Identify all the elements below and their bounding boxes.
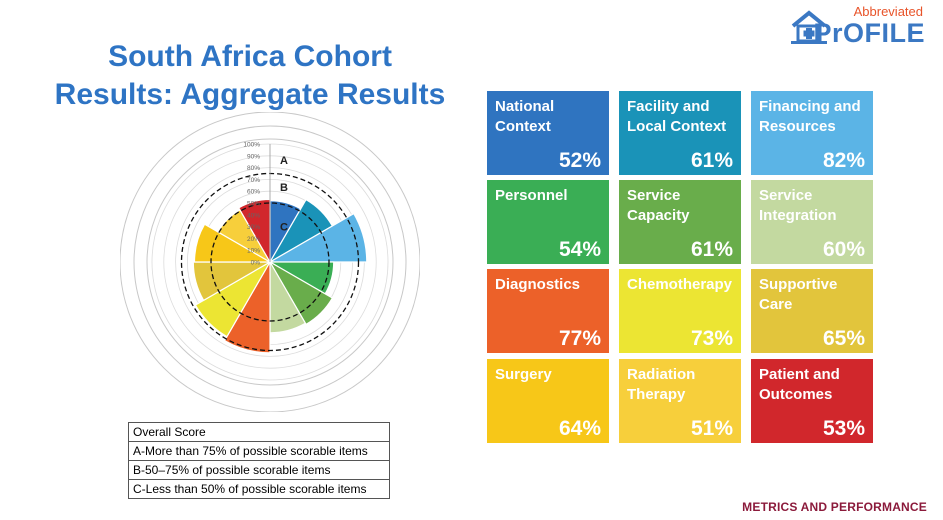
wedge-service-capacity: [268, 260, 334, 326]
polar-area-chart: 100% 90% 80% 70% 60% 50% 40% 30% 20% 10% 0% A B C: [120, 112, 420, 412]
wedge-chemotherapy: [194, 260, 272, 338]
chart-wedges: [192, 198, 368, 354]
chart-thresholds: [180, 144, 360, 352]
tick-label: 40%: [247, 212, 260, 219]
zone-label-a: A: [280, 155, 288, 167]
profile-logo: Abbreviated PrOFILE: [781, 4, 931, 48]
tile-value: 61%: [690, 238, 733, 261]
tile-label: Chemotherapy: [627, 276, 733, 293]
threshold-ring: [210, 202, 330, 322]
wedge-surgery: [193, 223, 273, 263]
wedge-diagnostics: [223, 259, 271, 354]
tile-financing-resources: Financing and Resources 82%: [751, 91, 873, 175]
tick-label: 20%: [247, 236, 260, 243]
tile-chemotherapy: Chemotherapy 73%: [619, 269, 741, 353]
tile-value: 73%: [690, 327, 733, 350]
tile-label: Diagnostics: [495, 276, 581, 293]
chart-tick-labels: 100% 90% 80% 70% 60% 50% 40% 30% 20% 10% 0%: [243, 142, 260, 267]
legend-row-b: B-50–75% of possible scorable items: [128, 460, 390, 480]
tile-personnel: Personnel 54%: [487, 180, 609, 264]
tile-label: Service Capacity: [627, 187, 690, 224]
tick-label: 0%: [251, 260, 261, 267]
footer-label: METRICS AND PERFORMANCE: [742, 500, 927, 514]
tile-value: 65%: [822, 327, 865, 350]
tile-value: 60%: [822, 238, 865, 261]
tile-label: Supportive Care: [759, 276, 838, 313]
tile-label: Patient and Outcomes: [759, 366, 840, 403]
legend-row-a: A-More than 75% of possible scorable ite…: [128, 441, 390, 461]
chart-zone-labels: A B C: [280, 155, 288, 234]
legend-header: Overall Score: [128, 422, 390, 442]
tile-radiation-therapy: Radiation Therapy 51%: [619, 359, 741, 443]
tile-value: 61%: [690, 149, 733, 172]
tick-label: 50%: [247, 201, 260, 208]
tile-label: Personnel: [495, 187, 568, 204]
tile-diagnostics: Diagnostics 77%: [487, 269, 609, 353]
tile-label: Surgery: [495, 366, 552, 383]
tick-label: 60%: [247, 189, 260, 196]
tile-supportive-care: Supportive Care 65%: [751, 269, 873, 353]
house-cross-icon: [791, 10, 827, 44]
outer-ring: [146, 138, 394, 386]
title-line-2: Results: Aggregate Results: [54, 78, 446, 111]
wedge-supportive-care: [192, 261, 273, 302]
tile-value: 64%: [558, 417, 601, 440]
tile-value: 51%: [690, 417, 733, 440]
tile-surgery: Surgery 64%: [487, 359, 609, 443]
tile-label: Radiation Therapy: [627, 366, 696, 403]
title-line-1: South Africa Cohort: [108, 40, 392, 73]
tile-value: 53%: [822, 417, 865, 440]
page-title: South Africa Cohort Results: Aggregate R…: [40, 38, 460, 114]
tick-label: 30%: [247, 224, 260, 231]
tick-label: 100%: [243, 142, 260, 149]
logo-word: PrOFILE: [813, 18, 925, 48]
tile-service-capacity: Service Capacity 61%: [619, 180, 741, 264]
legend-row-c: C-Less than 50% of possible scorable ite…: [128, 479, 390, 499]
tile-value: 82%: [822, 149, 865, 172]
tile-national-context: National Context 52%: [487, 91, 609, 175]
outer-ring: [133, 125, 407, 399]
tile-value: 54%: [558, 238, 601, 261]
tile-patient-outcomes: Patient and Outcomes 53%: [751, 359, 873, 443]
tile-label: Facility and Local Context: [627, 98, 727, 135]
tile-value: 52%: [558, 149, 601, 172]
zone-label-b: B: [280, 182, 288, 194]
tile-facility-local-context: Facility and Local Context 61%: [619, 91, 741, 175]
tile-label: Financing and Resources: [759, 98, 861, 135]
tile-label: Service Integration: [759, 187, 837, 224]
tile-label: National Context: [495, 98, 555, 135]
tile-service-integration: Service Integration 60%: [751, 180, 873, 264]
tick-label: 80%: [247, 165, 260, 172]
tick-label: 90%: [247, 153, 260, 160]
tile-value: 77%: [558, 327, 601, 350]
tick-label: 10%: [247, 248, 260, 255]
wedge-financing-and-resources: [267, 212, 368, 263]
score-legend: Overall Score A-More than 75% of possibl…: [128, 422, 390, 499]
tick-label: 70%: [247, 177, 260, 184]
logo-abbreviated: Abbreviated: [853, 4, 923, 19]
zone-label-c: C: [280, 222, 288, 234]
